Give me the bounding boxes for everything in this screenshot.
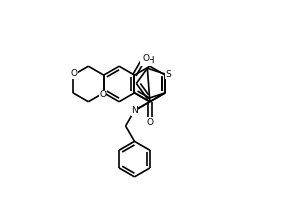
Text: N: N (131, 106, 138, 115)
Text: O: O (143, 54, 150, 63)
Text: NH: NH (141, 56, 154, 65)
Text: O: O (71, 69, 78, 78)
Text: S: S (165, 70, 171, 79)
Text: O: O (99, 90, 106, 99)
Text: O: O (146, 118, 153, 127)
